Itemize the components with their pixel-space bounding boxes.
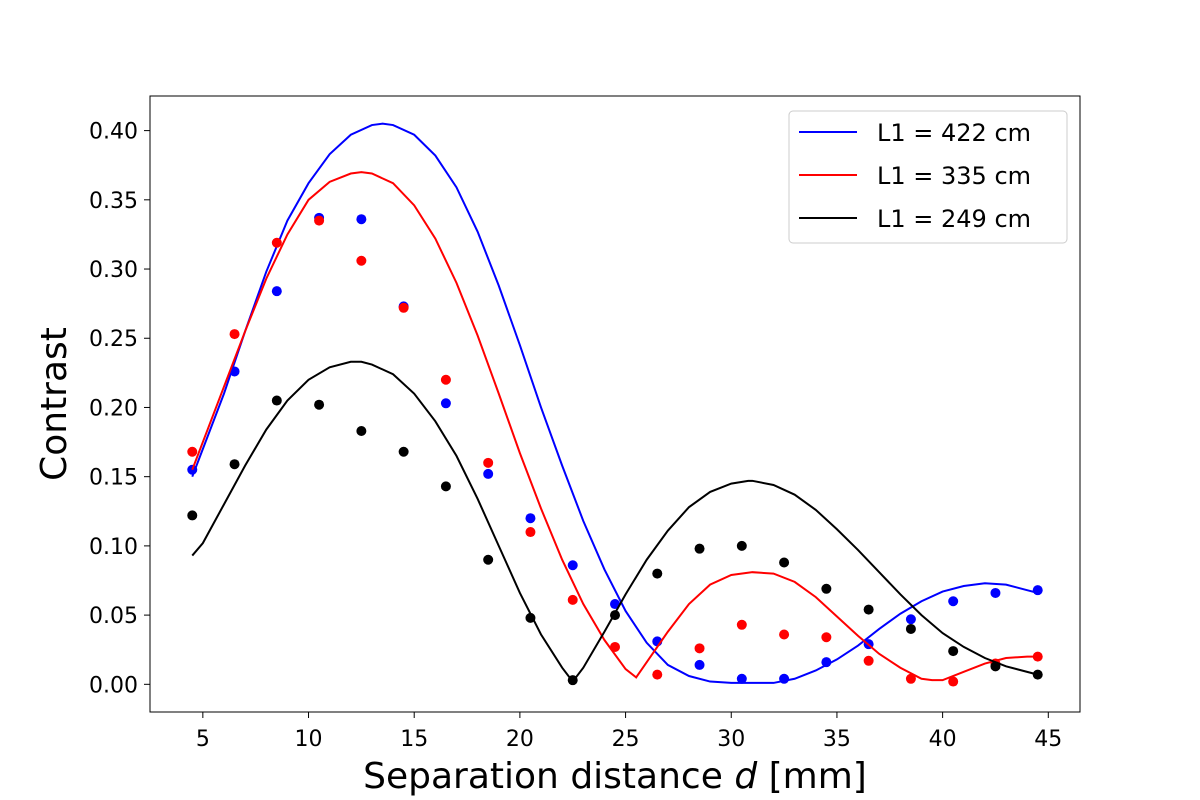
y-axis: 0.00 0.05 0.10 0.15 0.20 0.25 0.30 0.35 0.40 [89, 120, 150, 698]
data-point [905, 673, 916, 684]
x-tick-label: 20 [506, 727, 534, 752]
data-point [229, 329, 240, 340]
data-point [610, 599, 620, 610]
data-point [525, 527, 536, 538]
series-line [191, 360, 1038, 684]
data-point [948, 596, 959, 607]
data-point [1032, 651, 1043, 662]
data-point [271, 395, 282, 406]
series-line [191, 122, 1038, 684]
data-point [398, 446, 409, 457]
data-point [779, 557, 790, 568]
x-tick-label: 35 [823, 727, 851, 752]
data-point [483, 554, 494, 565]
data-point [1032, 585, 1043, 596]
y-tick-label: 0.25 [89, 327, 138, 352]
data-point [905, 614, 916, 625]
data-point [187, 510, 198, 521]
legend-box [788, 110, 1068, 244]
data-point [821, 583, 832, 594]
data-point [652, 568, 663, 579]
data-point [229, 366, 240, 377]
y-tick-label: 0.10 [89, 535, 138, 560]
series-2 [187, 171, 1043, 687]
data-point [440, 481, 451, 492]
data-point [187, 464, 198, 475]
axes-frame [149, 95, 1081, 713]
data-point [821, 657, 832, 668]
x-tick-label: 45 [1034, 727, 1062, 752]
data-point [863, 655, 874, 666]
data-point [905, 623, 916, 634]
data-point [483, 468, 494, 479]
data-point [652, 669, 663, 680]
data-point [271, 286, 282, 297]
legend-label: L1 = 249 cm [877, 205, 1031, 233]
data-point [948, 676, 959, 687]
x-axis-title-suffix: [mm] [757, 756, 867, 797]
x-axis-title: Separation distance d [mm] [363, 756, 867, 797]
data-point [1032, 669, 1043, 680]
y-axis-title: Contrast [34, 327, 75, 481]
data-point [567, 594, 578, 605]
x-tick-label: 5 [196, 727, 210, 752]
data-point [694, 643, 705, 654]
x-tick-label: 15 [400, 727, 428, 752]
data-point [694, 659, 705, 670]
series-line [191, 171, 1038, 682]
series-3 [187, 360, 1043, 686]
x-axis-title-prefix: Separation distance [363, 756, 734, 797]
data-point [440, 398, 451, 409]
y-tick-label: 0.00 [89, 673, 138, 698]
data-point [229, 459, 240, 470]
data-point [271, 237, 282, 248]
data-point [990, 587, 1001, 598]
data-point [525, 612, 536, 623]
y-tick-label: 0.20 [89, 396, 138, 421]
y-tick-label: 0.05 [89, 604, 138, 629]
data-point [525, 513, 536, 524]
data-point [187, 446, 198, 457]
y-tick-label: 0.30 [89, 258, 138, 283]
y-tick-label: 0.35 [89, 189, 138, 214]
data-point [610, 641, 620, 652]
plot-area [187, 122, 1043, 687]
data-point [314, 399, 325, 410]
data-point [736, 619, 747, 630]
data-point [567, 675, 578, 686]
data-point [314, 215, 325, 226]
data-point [779, 629, 790, 640]
data-point [948, 646, 959, 657]
y-tick-label: 0.15 [89, 466, 138, 491]
data-point [356, 214, 367, 225]
legend-label: L1 = 422 cm [877, 119, 1031, 147]
x-tick-label: 30 [717, 727, 745, 752]
x-tick-label: 40 [929, 727, 957, 752]
data-point [990, 661, 1001, 672]
legend-label: L1 = 335 cm [877, 162, 1031, 190]
x-axis: 5 10 15 20 25 30 35 40 45 [196, 712, 1062, 752]
data-point [483, 457, 494, 468]
data-point [821, 632, 832, 643]
x-axis-title-variable: d [734, 756, 758, 797]
data-point [398, 302, 409, 313]
data-point [356, 255, 367, 266]
legend: L1 = 422 cm L1 = 335 cm L1 = 249 cm [788, 110, 1068, 244]
data-point [694, 543, 705, 554]
data-point [736, 540, 747, 551]
data-point [356, 425, 367, 436]
data-point [610, 610, 620, 621]
y-tick-label: 0.40 [89, 120, 138, 145]
data-point [863, 604, 874, 615]
series-1 [187, 122, 1043, 684]
x-tick-label: 25 [612, 727, 640, 752]
data-point [779, 673, 790, 684]
data-point [440, 374, 451, 385]
x-tick-label: 10 [295, 727, 323, 752]
data-point [736, 673, 747, 684]
data-point [567, 560, 578, 571]
